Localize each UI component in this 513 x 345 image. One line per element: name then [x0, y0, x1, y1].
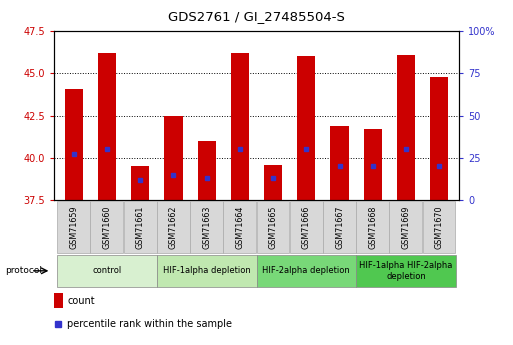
- Text: GSM71670: GSM71670: [435, 205, 444, 249]
- Bar: [297, 57, 315, 200]
- Text: GSM71666: GSM71666: [302, 205, 311, 248]
- Text: GSM71660: GSM71660: [103, 205, 111, 248]
- Bar: [190, 201, 223, 253]
- Text: control: control: [92, 266, 122, 275]
- Bar: [90, 201, 123, 253]
- Bar: [430, 77, 448, 200]
- Bar: [57, 255, 157, 287]
- Bar: [198, 141, 216, 200]
- Bar: [98, 53, 116, 200]
- Text: GSM71662: GSM71662: [169, 205, 178, 249]
- Bar: [57, 201, 90, 253]
- Text: GDS2761 / GI_27485504-S: GDS2761 / GI_27485504-S: [168, 10, 345, 23]
- Bar: [356, 201, 389, 253]
- Bar: [157, 201, 190, 253]
- Bar: [290, 201, 323, 253]
- Text: HIF-2alpha depletion: HIF-2alpha depletion: [263, 266, 350, 275]
- Text: HIF-1alpha HIF-2alpha
depletion: HIF-1alpha HIF-2alpha depletion: [359, 261, 452, 280]
- Bar: [65, 89, 83, 200]
- Text: GSM71665: GSM71665: [269, 205, 278, 249]
- Bar: [157, 255, 256, 287]
- Text: GSM71669: GSM71669: [402, 205, 410, 249]
- Bar: [256, 201, 289, 253]
- Bar: [223, 201, 256, 253]
- Bar: [330, 126, 349, 200]
- Bar: [364, 129, 382, 200]
- Text: GSM71663: GSM71663: [202, 205, 211, 248]
- Bar: [124, 201, 156, 253]
- Text: HIF-1alpha depletion: HIF-1alpha depletion: [163, 266, 250, 275]
- Bar: [264, 165, 282, 200]
- Text: GSM71664: GSM71664: [235, 205, 244, 248]
- Text: GSM71667: GSM71667: [335, 205, 344, 249]
- Bar: [256, 255, 356, 287]
- Text: GSM71659: GSM71659: [69, 205, 78, 249]
- Text: count: count: [67, 296, 95, 306]
- Text: protocol: protocol: [5, 266, 42, 275]
- Bar: [231, 53, 249, 200]
- Bar: [131, 166, 149, 200]
- Text: GSM71661: GSM71661: [136, 205, 145, 248]
- Bar: [323, 201, 356, 253]
- Bar: [397, 55, 415, 200]
- Bar: [164, 116, 183, 200]
- Bar: [54, 293, 63, 308]
- Text: GSM71668: GSM71668: [368, 205, 377, 248]
- Text: percentile rank within the sample: percentile rank within the sample: [67, 319, 232, 329]
- Bar: [389, 201, 422, 253]
- Bar: [423, 201, 456, 253]
- Bar: [356, 255, 456, 287]
